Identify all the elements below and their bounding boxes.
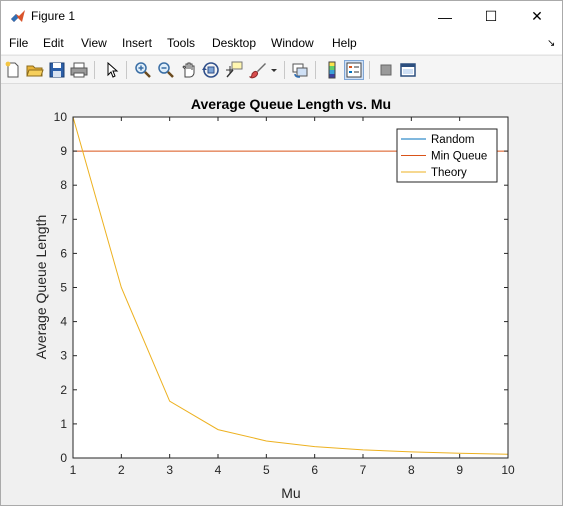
legend-icon[interactable] bbox=[344, 60, 364, 80]
window-title: Figure 1 bbox=[31, 9, 76, 23]
new-figure-icon[interactable] bbox=[3, 60, 23, 80]
y-tick-label: 7 bbox=[60, 212, 67, 226]
x-tick-label: 10 bbox=[501, 463, 515, 477]
close-icon: ✕ bbox=[531, 8, 543, 24]
y-tick-label: 1 bbox=[60, 417, 67, 431]
figure-toolbar bbox=[1, 55, 562, 84]
menu-bar: File Edit View Insert Tools Desktop Wind… bbox=[1, 32, 562, 54]
y-tick-label: 2 bbox=[60, 383, 67, 397]
save-icon[interactable] bbox=[47, 60, 67, 80]
x-tick-label: 1 bbox=[70, 463, 77, 477]
toolbar-separator bbox=[284, 61, 285, 79]
print-icon[interactable] bbox=[69, 60, 89, 80]
series-line-theory bbox=[72, 116, 509, 455]
menu-view[interactable]: View bbox=[81, 36, 107, 50]
y-tick-label: 10 bbox=[54, 110, 68, 124]
toolbar-separator bbox=[315, 61, 316, 79]
menu-edit[interactable]: Edit bbox=[43, 36, 64, 50]
x-tick-label: 6 bbox=[311, 463, 318, 477]
chart-title: Average Queue Length vs. Mu bbox=[191, 96, 391, 112]
y-tick-label: 0 bbox=[60, 451, 67, 465]
menu-window[interactable]: Window bbox=[271, 36, 314, 50]
zoom-out-icon[interactable] bbox=[156, 60, 176, 80]
x-axis-label: Mu bbox=[281, 485, 300, 501]
legend[interactable]: Random Min Queue Theory bbox=[396, 128, 498, 183]
colorbar-icon[interactable] bbox=[322, 60, 342, 80]
title-bar[interactable]: Figure 1 — ☐ ✕ bbox=[1, 1, 562, 32]
y-axis-label: Average Queue Length bbox=[33, 215, 49, 360]
y-tick-label: 6 bbox=[60, 246, 67, 260]
close-button[interactable]: ✕ bbox=[514, 1, 560, 32]
x-tick-label: 4 bbox=[215, 463, 222, 477]
y-tick-label: 4 bbox=[60, 315, 67, 329]
toolbar-separator bbox=[94, 61, 95, 79]
link-plot-icon[interactable] bbox=[290, 60, 310, 80]
x-tick-label: 3 bbox=[166, 463, 173, 477]
data-cursor-icon[interactable] bbox=[224, 60, 244, 80]
brush-dropdown-icon[interactable] bbox=[269, 60, 279, 80]
menu-insert[interactable]: Insert bbox=[122, 36, 153, 50]
legend-entry-label: Theory bbox=[431, 167, 467, 179]
pan-icon[interactable] bbox=[179, 60, 199, 80]
minimize-icon: — bbox=[438, 8, 452, 25]
figure-canvas[interactable]: 1 2 3 4 5 6 7 8 9 10 0 1 2 3 4 5 6 7 8 9 10 Average Queue Le… bbox=[1, 85, 562, 505]
x-tick-label: 9 bbox=[456, 463, 463, 477]
brush-icon[interactable] bbox=[248, 60, 268, 80]
x-tick-label: 8 bbox=[408, 463, 415, 477]
edit-plot-icon[interactable] bbox=[102, 60, 122, 80]
y-tick-label: 5 bbox=[60, 281, 67, 295]
matlab-icon bbox=[10, 8, 26, 24]
minimize-button[interactable]: — bbox=[422, 1, 468, 32]
maximize-button[interactable]: ☐ bbox=[468, 1, 514, 32]
dock-arrow-icon[interactable]: ↘ bbox=[547, 38, 556, 49]
show-plot-tools-icon[interactable] bbox=[398, 60, 418, 80]
toolbar-separator bbox=[126, 61, 127, 79]
x-tick-label: 5 bbox=[263, 463, 270, 477]
legend-entry-label: Min Queue bbox=[431, 151, 487, 163]
y-tick-label: 3 bbox=[60, 349, 67, 363]
y-tick-label: 9 bbox=[60, 144, 67, 158]
open-file-icon[interactable] bbox=[25, 60, 45, 80]
hide-plot-tools-icon[interactable] bbox=[376, 60, 396, 80]
x-tick-label: 2 bbox=[118, 463, 125, 477]
legend-entry-label: Random bbox=[431, 134, 474, 146]
x-tick-label: 7 bbox=[360, 463, 367, 477]
menu-desktop[interactable]: Desktop bbox=[212, 36, 257, 50]
menu-file[interactable]: File bbox=[9, 36, 29, 50]
toolbar-separator bbox=[369, 61, 370, 79]
maximize-icon: ☐ bbox=[484, 8, 498, 24]
menu-tools[interactable]: Tools bbox=[167, 36, 196, 50]
menu-help[interactable]: Help bbox=[332, 36, 357, 50]
rotate-3d-icon[interactable] bbox=[201, 60, 221, 80]
y-tick-label: 8 bbox=[60, 178, 67, 192]
zoom-in-icon[interactable] bbox=[133, 60, 153, 80]
